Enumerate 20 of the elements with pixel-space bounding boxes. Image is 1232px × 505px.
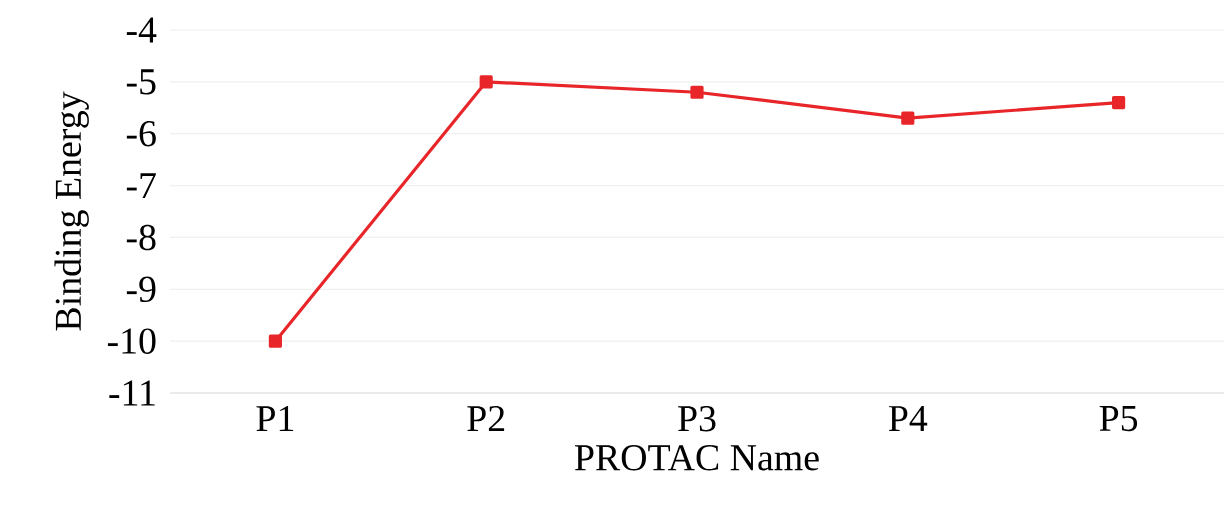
- x-tick-label: P5: [1099, 406, 1138, 432]
- x-tick-label: P3: [678, 406, 716, 432]
- y-tick-label: -8: [126, 224, 156, 251]
- point: [690, 85, 704, 99]
- y-tick-label: -5: [126, 69, 156, 95]
- y-tick-label: -7: [126, 173, 156, 198]
- y-tick-label: -11: [109, 380, 155, 406]
- y-tick-label: -10: [107, 328, 156, 354]
- x-tick-label: P2: [467, 406, 505, 432]
- y-tick-label: -9: [126, 276, 156, 303]
- point: [901, 111, 915, 125]
- point: [268, 334, 282, 348]
- x-axis-title: PROTAC Name: [575, 445, 819, 471]
- x-tick-label: P4: [888, 406, 928, 431]
- y-tick-label: -4: [126, 17, 157, 43]
- y-tick-label: -6: [126, 121, 156, 147]
- x-tick-label: P1: [256, 406, 294, 432]
- point: [1112, 96, 1126, 110]
- point: [479, 75, 493, 89]
- y-axis-title: Binding Energy: [54, 91, 89, 331]
